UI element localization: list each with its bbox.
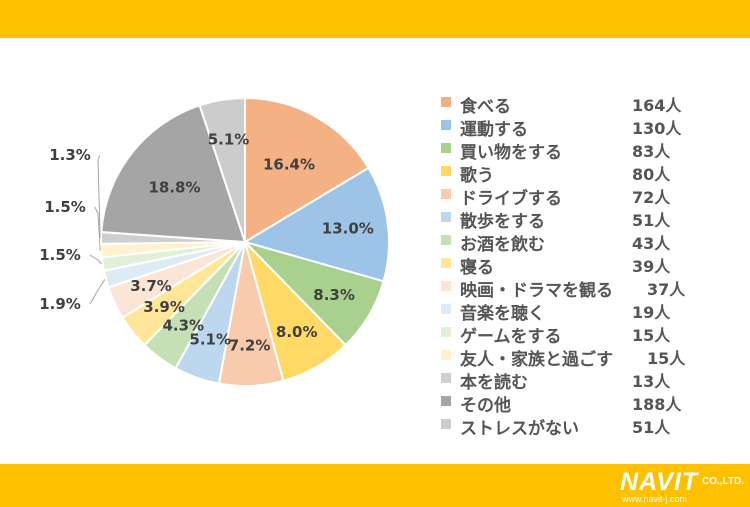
legend-swatch [441, 304, 451, 314]
legend-swatch [441, 97, 451, 107]
legend-count: 80人 [632, 165, 671, 184]
slice-label-8: 3.9% [143, 298, 185, 316]
leader-line-11 [89, 254, 103, 265]
bottom-banner [0, 464, 750, 507]
slice-label-2: 13.0% [322, 219, 374, 237]
legend-count: 19人 [632, 303, 671, 322]
legend-label: 食べる [460, 97, 511, 117]
pie-slice-14 [100, 104, 247, 244]
legend-item-1: 食べる 164人 [441, 92, 741, 117]
legend-label: ドライブする [460, 189, 562, 209]
top-banner [0, 0, 750, 38]
legend-item-3: 買い物をする 83人 [441, 138, 741, 163]
leader-line-10 [89, 279, 106, 305]
logo-suffix: CO.,LTD. [702, 476, 745, 487]
legend-swatch [441, 327, 451, 337]
legend-item-2: 運動する 130人 [441, 115, 741, 140]
legend-swatch [441, 120, 451, 130]
legend-label: 運動する [460, 120, 528, 140]
pie-slice-2 [242, 166, 390, 283]
legend-label: 歌う [460, 166, 494, 186]
legend-label: 本を読む [460, 373, 528, 393]
slice-label-5: 7.2% [229, 337, 271, 355]
legend-count: 15人 [647, 349, 686, 368]
legend-swatch [441, 350, 451, 360]
legend-item-4: 歌う 80人 [441, 161, 741, 186]
legend-item-6: 散歩をする 51人 [441, 207, 741, 232]
legend-swatch [441, 166, 451, 176]
pie-slice-15 [198, 96, 246, 243]
legend-count: 39人 [632, 257, 671, 276]
legend-item-9: 映画・ドラマを観る 37人 [441, 276, 741, 301]
legend-swatch [441, 189, 451, 199]
legend-count: 83人 [632, 142, 671, 161]
slice-label-12: 1.5% [44, 198, 86, 216]
legend-label: ゲームをする [460, 327, 562, 347]
slice-label-10: 1.9% [39, 295, 81, 313]
slice-label-15: 5.1% [208, 131, 250, 149]
legend-count: 164人 [632, 96, 682, 115]
legend-item-14: その他 188人 [441, 391, 741, 416]
legend-item-5: ドライブする 72人 [441, 184, 741, 209]
slice-label-14: 18.8% [148, 178, 200, 196]
legend-swatch [441, 143, 451, 153]
slice-label-4: 8.0% [276, 323, 318, 341]
legend-label: その他 [460, 396, 511, 416]
legend-item-7: お酒を飲む 43人 [441, 230, 741, 255]
legend-count: 51人 [632, 211, 671, 230]
legend-label: 散歩をする [460, 212, 545, 232]
legend-swatch [441, 396, 451, 406]
legend-label: 買い物をする [460, 143, 562, 163]
legend-item-13: 本を読む 13人 [441, 368, 741, 393]
logo-url: www.navit-j.com [622, 494, 688, 504]
leader-line-13 [97, 154, 101, 238]
pie-slice-1 [244, 96, 370, 244]
legend-label: 映画・ドラマを観る [460, 281, 613, 301]
slice-label-6: 5.1% [189, 331, 231, 349]
legend-swatch [441, 258, 451, 268]
legend-item-8: 寝る 39人 [441, 253, 741, 278]
slice-label-3: 8.3% [313, 286, 355, 304]
legend-item-10: 音楽を聴く 19人 [441, 299, 741, 324]
legend-swatch [441, 419, 451, 429]
legend-count: 37人 [647, 280, 686, 299]
legend-swatch [441, 212, 451, 222]
legend-label: 寝る [460, 258, 494, 278]
slice-label-7: 4.3% [162, 316, 204, 334]
legend-item-11: ゲームをする 15人 [441, 322, 741, 347]
legend-swatch [441, 373, 451, 383]
slice-label-1: 16.4% [263, 155, 315, 173]
legend-count: 13人 [632, 372, 671, 391]
legend-label: ストレスがない [460, 419, 579, 439]
legend-swatch [441, 281, 451, 291]
legend-label: お酒を飲む [460, 235, 545, 255]
legend-count: 15人 [632, 326, 671, 345]
slice-label-11: 1.5% [39, 246, 81, 264]
legend-count: 51人 [632, 418, 671, 437]
leader-line-12 [94, 206, 101, 251]
navit-logo: NAVIT CO.,LTD. www.navit-j.com [618, 468, 746, 504]
legend-item-12: 友人・家族と過ごす 15人 [441, 345, 741, 370]
legend-count: 188人 [632, 395, 682, 414]
slice-label-9: 3.7% [130, 277, 172, 295]
legend-count: 43人 [632, 234, 671, 253]
slice-label-13: 1.3% [49, 146, 91, 164]
legend-swatch [441, 235, 451, 245]
legend-label: 音楽を聴く [460, 304, 545, 324]
legend-count: 72人 [632, 188, 671, 207]
legend-count: 130人 [632, 119, 682, 138]
legend-label: 友人・家族と過ごす [460, 350, 614, 370]
legend-item-15: ストレスがない 51人 [441, 414, 741, 439]
logo-name: NAVIT [620, 468, 699, 496]
